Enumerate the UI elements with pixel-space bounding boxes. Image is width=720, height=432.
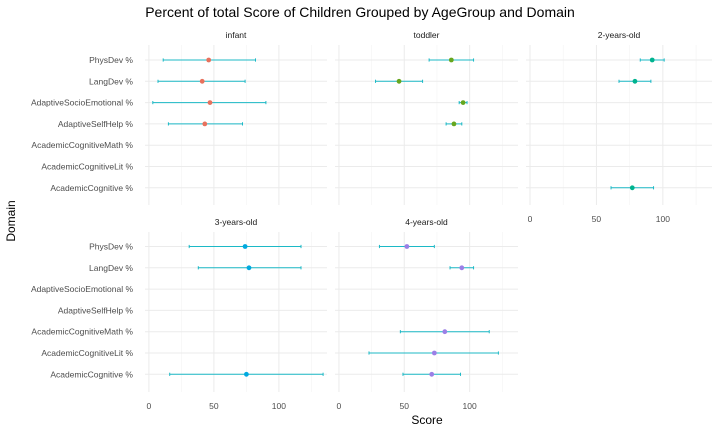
y-tick-label: AdaptiveSocioEmotional % bbox=[31, 98, 134, 108]
facet-panels: infant PhysDev % LangDev % AdaptiveSocioEmo… bbox=[31, 30, 712, 411]
x-tick-label: 100 bbox=[463, 401, 477, 411]
data-point-group bbox=[169, 371, 324, 377]
data-point bbox=[649, 57, 655, 63]
data-point-group bbox=[368, 350, 499, 356]
data-point bbox=[206, 57, 212, 63]
data-point-group bbox=[152, 100, 267, 105]
y-axis-label: Domain bbox=[4, 200, 18, 241]
y-tick-label: LangDev % bbox=[89, 263, 133, 273]
facet-panel-3-years-old: 3-years-old PhysDev % LangDev % AdaptiveSoc… bbox=[31, 217, 327, 411]
data-point bbox=[404, 244, 410, 249]
x-tick-label: 0 bbox=[528, 214, 533, 224]
data-point bbox=[448, 57, 454, 63]
facet-strip-label: infant bbox=[226, 30, 247, 40]
data-point bbox=[632, 78, 638, 84]
x-tick-label: 100 bbox=[656, 214, 670, 224]
y-tick-label: AdaptiveSelfHelp % bbox=[58, 305, 134, 315]
data-point-group bbox=[610, 185, 655, 191]
data-point bbox=[459, 265, 465, 271]
y-tick-label: PhysDev % bbox=[89, 55, 133, 65]
y-tick-label: AcademicCognitiveMath % bbox=[31, 140, 133, 150]
data-point-group bbox=[458, 100, 468, 105]
facet-panel-4-years-old: 4-years-old 0 50 100 bbox=[335, 217, 518, 411]
x-tick-label: 50 bbox=[592, 214, 602, 224]
data-point-group bbox=[188, 244, 302, 249]
facet-strip-label: 2-years-old bbox=[598, 30, 641, 40]
x-tick-label: 0 bbox=[147, 401, 152, 411]
y-tick-label: LangDev % bbox=[89, 76, 133, 86]
data-point bbox=[451, 121, 457, 127]
data-point bbox=[202, 121, 208, 127]
y-tick-label: PhysDev % bbox=[89, 242, 133, 252]
data-point bbox=[244, 371, 249, 377]
y-tick-label: AcademicCognitiveLit % bbox=[41, 348, 133, 358]
facet-strip-label: toddler bbox=[414, 30, 440, 40]
y-tick-label: AcademicCognitiveMath % bbox=[31, 327, 133, 337]
x-tick-label: 100 bbox=[272, 401, 286, 411]
data-point bbox=[396, 78, 402, 84]
data-point-group bbox=[378, 244, 435, 249]
data-point-group bbox=[449, 265, 475, 271]
data-point bbox=[629, 185, 635, 191]
data-point bbox=[429, 371, 435, 377]
data-point-group bbox=[375, 78, 424, 84]
data-point-group bbox=[428, 57, 475, 63]
facet-strip-label: 3-years-old bbox=[215, 217, 258, 227]
data-point-group bbox=[445, 121, 463, 127]
x-axis-label: Score bbox=[411, 413, 443, 427]
facet-strip-label: 4-years-old bbox=[405, 217, 448, 227]
x-tick-label: 50 bbox=[209, 401, 219, 411]
data-point bbox=[207, 100, 213, 105]
y-tick-label: AcademicCognitive % bbox=[50, 369, 133, 379]
data-point bbox=[246, 265, 252, 271]
data-point bbox=[460, 100, 466, 105]
chart-title: Percent of total Score of Children Group… bbox=[145, 4, 575, 20]
data-point-group bbox=[157, 78, 246, 84]
data-point bbox=[242, 244, 248, 249]
data-point-group bbox=[197, 265, 302, 271]
y-tick-label: AcademicCognitive % bbox=[50, 183, 133, 193]
data-point-group bbox=[162, 57, 256, 63]
x-tick-label: 50 bbox=[400, 401, 410, 411]
y-tick-label: AdaptiveSelfHelp % bbox=[58, 119, 134, 129]
y-tick-label: AdaptiveSocioEmotional % bbox=[31, 284, 134, 294]
data-point-group bbox=[639, 57, 665, 63]
data-point bbox=[431, 350, 437, 356]
data-point-group bbox=[167, 121, 243, 127]
data-point-group bbox=[399, 329, 490, 335]
data-point-group bbox=[402, 371, 461, 377]
data-point-group bbox=[618, 78, 652, 84]
facet-panel-infant: infant PhysDev % LangDev % AdaptiveSocioEmo… bbox=[31, 30, 327, 205]
data-point bbox=[442, 329, 448, 335]
facet-panel-2-years-old: 2-years-old 0 50 100 bbox=[526, 30, 712, 224]
data-point bbox=[199, 78, 205, 84]
facet-panel-toddler: toddler bbox=[335, 30, 518, 205]
x-tick-label: 0 bbox=[337, 401, 342, 411]
y-tick-label: AcademicCognitiveLit % bbox=[41, 162, 133, 172]
